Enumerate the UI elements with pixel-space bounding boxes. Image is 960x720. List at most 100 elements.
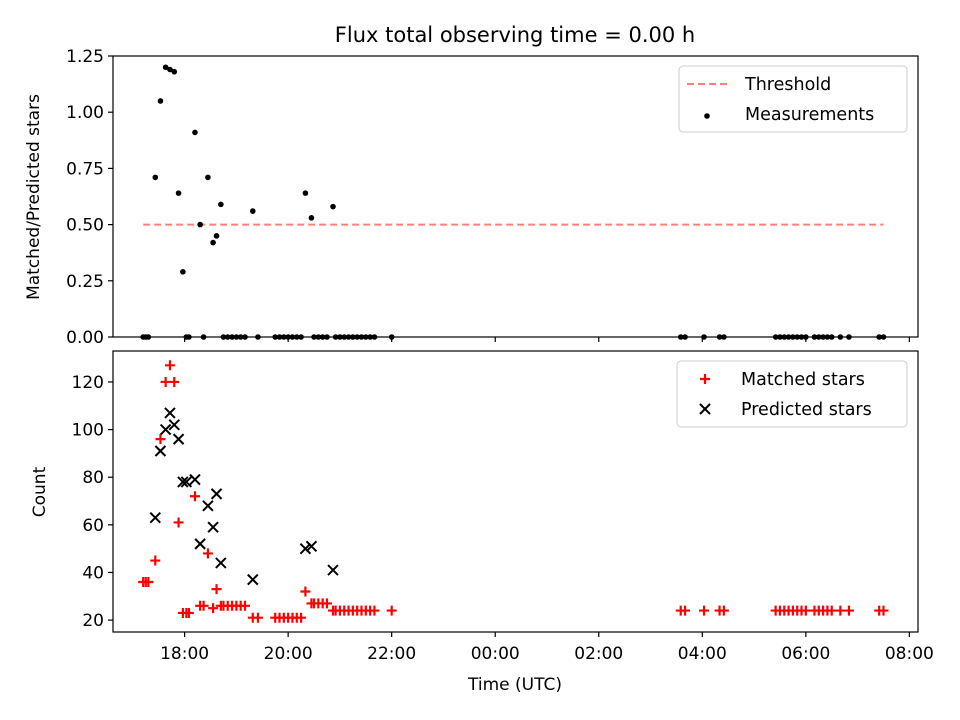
x-tick-label: 08:00 (885, 644, 934, 664)
measurement-point (824, 334, 831, 340)
matched-star-point (680, 605, 691, 616)
matched-star-point (296, 612, 307, 623)
predicted-star-point (247, 573, 259, 586)
matched-star-point (211, 584, 222, 595)
predicted-star-point (164, 407, 176, 419)
measurement-point (324, 334, 330, 340)
measurement-point (781, 334, 788, 340)
y-axis-label: Count (30, 466, 50, 517)
legend-swatch-measurements (704, 113, 710, 119)
measurement-point (210, 239, 216, 246)
matched-star-point (143, 576, 154, 587)
measurement-point (350, 334, 356, 340)
y-tick-label: 80 (82, 468, 104, 488)
data-marks (138, 360, 889, 623)
legend-label: Measurements (745, 105, 874, 125)
measurement-point (345, 334, 352, 340)
measurement-point (330, 203, 336, 210)
predicted-star-point (154, 445, 167, 457)
y-tick-label: 1.00 (66, 103, 104, 123)
matched-star-point (321, 598, 332, 609)
measurement-point (876, 334, 882, 340)
predicted-star-point (210, 488, 223, 500)
measurement-point (229, 334, 235, 340)
predicted-star-point (305, 540, 318, 552)
y-tick-label: 60 (82, 516, 104, 536)
measurement-point (192, 129, 198, 136)
legend-box (678, 65, 908, 133)
axes-frame (112, 55, 919, 338)
legend: Threshold Measurements (678, 65, 908, 133)
x-tick-label: 00:00 (471, 644, 520, 664)
measurement-point (308, 215, 315, 221)
legend-swatch-matched (700, 374, 710, 384)
predicted-star-point (149, 511, 161, 524)
y-tick-label: 120 (72, 373, 104, 393)
x-tick-label: 02:00 (574, 644, 623, 664)
matched-star-point (800, 605, 811, 616)
measurement-point (332, 334, 339, 340)
x-tick-label: 22:00 (367, 644, 416, 664)
y-tick-label: 100 (72, 421, 104, 441)
matched-star-point (826, 605, 837, 616)
matched-star-point (300, 586, 311, 597)
matched-star-point (189, 491, 200, 502)
x-axis-label: Time (UTC) (467, 675, 562, 695)
data-marks (140, 64, 887, 340)
axes-frame (112, 350, 919, 633)
measurement-point (880, 334, 887, 340)
measurement-point (289, 334, 296, 340)
matched-star-point (164, 360, 175, 371)
predicted-star-point (159, 423, 172, 436)
predicted-star-point (215, 557, 227, 569)
measurement-point (311, 334, 317, 340)
measurement-point (798, 334, 805, 340)
measurement-point (157, 98, 164, 104)
chart-panel-2: Count Time (UTC) 20 40 60 80 100 120 18:00 20:0… (30, 350, 934, 695)
x-tick-label: 06:00 (781, 644, 830, 664)
measurement-point (237, 334, 244, 340)
predicted-star-point (327, 564, 339, 576)
measurement-point (358, 334, 365, 340)
matched-star-point (150, 555, 161, 566)
measurement-point (785, 334, 792, 340)
predicted-star-point (168, 419, 180, 431)
measurement-point (224, 334, 231, 340)
measurement-point (828, 334, 835, 340)
predicted-star-point (180, 476, 193, 488)
measurement-point (315, 334, 322, 340)
y-tick-label: 1.25 (66, 47, 104, 67)
matched-star-point (369, 605, 380, 616)
legend-label: Threshold (744, 75, 831, 95)
chart-title: Flux total observing time = 0.00 h (335, 23, 695, 47)
measurement-point (682, 334, 688, 340)
measurement-point (298, 334, 304, 340)
chart-panel-1: Flux total observing time = 0.00 h Match… (24, 23, 919, 348)
measurement-point (145, 334, 152, 340)
predicted-star-point (172, 433, 185, 445)
measurement-point (677, 334, 684, 340)
matched-star-point (843, 605, 854, 616)
matched-star-point (718, 605, 729, 616)
measurement-point (255, 334, 261, 340)
matched-star-point (699, 605, 710, 616)
predicted-star-point (299, 542, 312, 555)
matched-star-point (835, 605, 846, 616)
measurement-point (716, 334, 723, 340)
y-axis-label: Matched/Predicted stars (24, 94, 44, 300)
matched-star-point (252, 612, 263, 623)
axis-ticks: 20 40 60 80 100 120 18:00 20:00 22:00 00:00 02:00 0… (72, 373, 934, 664)
measurement-point (272, 334, 279, 340)
legend-box (676, 360, 908, 428)
measurement-point (205, 174, 211, 181)
measurement-point (363, 334, 369, 340)
legend-swatch-predicted (699, 403, 711, 415)
measurement-point (790, 334, 796, 340)
y-tick-label: 40 (82, 563, 104, 583)
measurement-point (186, 334, 192, 340)
measurement-point (302, 190, 309, 196)
measurement-point (794, 334, 801, 340)
plot-area (112, 55, 919, 338)
matched-star-point (202, 548, 213, 559)
